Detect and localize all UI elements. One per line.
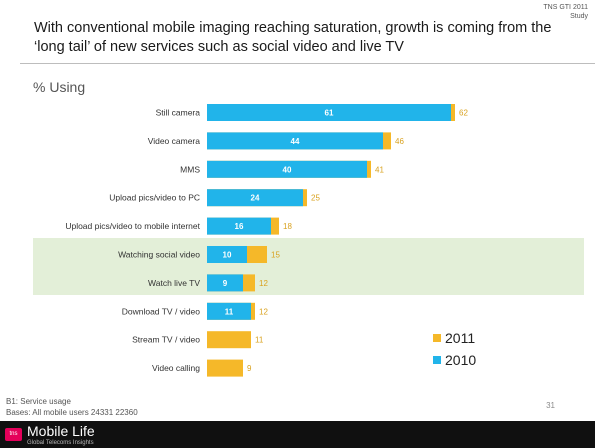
source-line-2: Study <box>570 13 588 20</box>
category-label-video-calling: Video calling <box>152 363 200 373</box>
value-label-2011-download-tv-video: 12 <box>259 307 268 316</box>
value-label-2011-upload-pics-video-to-pc: 25 <box>311 194 320 203</box>
footer-bar: tns Mobile Life Global Telecoms Insights <box>0 421 595 448</box>
value-label-2010-download-tv-video: 11 <box>225 307 234 316</box>
bar-2010-download-tv-video <box>207 302 251 320</box>
brand-name: Mobile Life <box>27 423 95 439</box>
legend-item-2010: 2010 <box>433 349 476 371</box>
bar-2010-video-camera <box>207 132 383 150</box>
value-label-2010-upload-pics-video-to-pc: 24 <box>251 194 260 203</box>
bar-2010-upload-pics-video-to-mobile-internet <box>207 217 271 235</box>
value-label-2011-mms: 41 <box>375 165 384 174</box>
brand-tagline: Global Telecoms Insights <box>27 440 94 446</box>
value-label-2011-watching-social-video: 15 <box>271 251 280 260</box>
legend-label-2010: 2010 <box>445 352 477 368</box>
value-label-2011-video-camera: 46 <box>395 137 404 146</box>
bar-2010-still-camera <box>207 104 451 121</box>
highlight-band <box>33 238 584 295</box>
legend: 2011 2010 <box>433 327 476 371</box>
legend-swatch-2011 <box>433 334 441 342</box>
value-label-2011-watch-live-tv: 12 <box>259 279 268 288</box>
value-label-2011-upload-pics-video-to-mobile-internet: 18 <box>283 222 292 231</box>
page-number: 31 <box>546 401 555 410</box>
value-label-2010-video-camera: 44 <box>291 137 300 146</box>
footnote-service: B1: Service usage <box>6 397 71 406</box>
value-label-2010-still-camera: 61 <box>325 109 334 118</box>
bar-2010-watch-live-tv <box>207 274 243 292</box>
footnote-bases: Bases: All mobile users 24331 22360 <box>6 408 138 417</box>
category-label-download-tv-video: Download TV / video <box>122 306 201 316</box>
bar-2011-stream-tv-video <box>207 331 251 349</box>
title-divider <box>20 63 595 64</box>
category-label-watching-social-video: Watching social video <box>118 250 200 260</box>
brand-badge: tns <box>5 428 22 441</box>
category-label-upload-pics-video-to-mobile-internet: Upload pics/video to mobile internet <box>65 221 200 231</box>
category-label-stream-tv-video: Stream TV / video <box>132 335 200 345</box>
category-label-video-camera: Video camera <box>148 136 201 146</box>
bar-2011-video-calling <box>207 359 243 377</box>
category-label-watch-live-tv: Watch live TV <box>148 278 200 288</box>
value-label-2010-watching-social-video: 10 <box>223 251 232 260</box>
slide-title: With conventional mobile imaging reachin… <box>34 20 552 55</box>
source-line-1: TNS GTI 2011 <box>543 4 588 11</box>
category-label-still-camera: Still camera <box>156 108 201 118</box>
bar-2010-watching-social-video <box>207 246 247 263</box>
category-label-upload-pics-video-to-pc: Upload pics/video to PC <box>109 193 200 203</box>
value-label-2011-stream-tv-video: 11 <box>255 336 264 345</box>
value-label-2010-mms: 40 <box>283 165 292 174</box>
value-label-2011-video-calling: 9 <box>247 364 252 373</box>
legend-swatch-2010 <box>433 356 441 364</box>
bar-2010-upload-pics-video-to-pc <box>207 189 303 207</box>
legend-label-2011: 2011 <box>445 330 476 346</box>
bar-2010-mms <box>207 160 367 178</box>
value-label-2011-still-camera: 62 <box>459 109 468 118</box>
category-label-mms: MMS <box>180 164 200 174</box>
value-label-2010-upload-pics-video-to-mobile-internet: 16 <box>235 222 244 231</box>
legend-item-2011: 2011 <box>433 327 476 349</box>
source-tag: TNS GTI 2011 Study <box>543 3 588 21</box>
value-label-2010-watch-live-tv: 9 <box>223 279 228 288</box>
measure-label: % Using <box>33 79 86 95</box>
